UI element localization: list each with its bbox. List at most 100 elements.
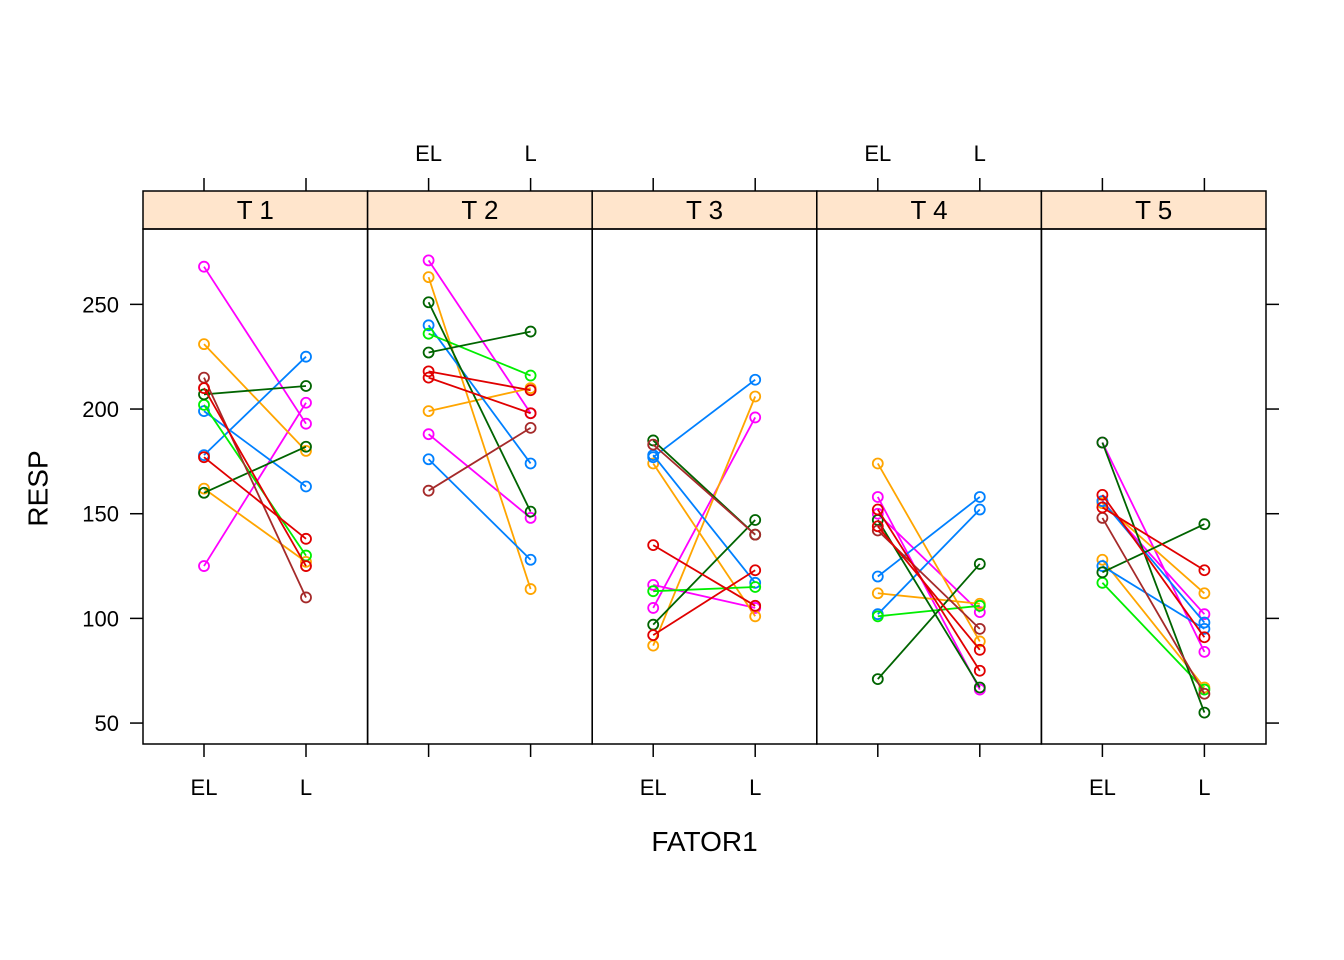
data-point — [1096, 436, 1109, 449]
strip-label-1: T 1 — [237, 195, 274, 225]
data-point — [300, 350, 312, 363]
data-point — [871, 503, 884, 516]
data-point — [300, 440, 312, 453]
data-point — [198, 482, 210, 495]
data-point — [749, 411, 762, 424]
series-line — [877, 509, 981, 672]
data-point — [871, 457, 884, 470]
data-point — [749, 528, 762, 541]
y-tick-label: 250 — [82, 292, 119, 317]
series-line — [428, 433, 532, 519]
series-line — [1101, 500, 1206, 624]
x-tick-label-top: L — [974, 141, 986, 166]
strip-2 — [366, 190, 593, 230]
data-point — [422, 346, 435, 359]
data-point — [749, 373, 762, 386]
series-line — [652, 462, 756, 617]
data-point — [1198, 687, 1211, 700]
y-tick-label: 150 — [82, 502, 119, 527]
x-tick-label-bottom: L — [749, 775, 761, 800]
x-tick-label-bottom: L — [1198, 775, 1210, 800]
series-line — [877, 592, 980, 605]
strip-5 — [1040, 190, 1267, 230]
data-point — [300, 532, 312, 545]
series-line — [652, 519, 756, 626]
data-point — [300, 396, 312, 409]
series-line — [427, 259, 532, 414]
series-line — [203, 266, 307, 425]
y-tick-label: 100 — [82, 606, 119, 631]
series-line — [652, 396, 757, 646]
data-point — [973, 664, 986, 677]
data-point — [973, 503, 986, 516]
data-point — [973, 491, 986, 503]
series-line — [203, 377, 307, 598]
data-point — [647, 602, 660, 614]
strip-1 — [142, 190, 369, 230]
data-point — [1198, 645, 1211, 658]
data-point — [198, 451, 210, 464]
x-tick-label-top: EL — [864, 141, 891, 166]
data-point — [198, 382, 210, 395]
data-point — [1198, 608, 1211, 621]
series-line — [652, 569, 756, 636]
data-point — [749, 564, 762, 577]
data-point — [871, 610, 884, 623]
data-point — [1096, 560, 1109, 572]
y-axis-title: RESP — [22, 450, 53, 526]
strip-label-3: T 3 — [686, 195, 723, 225]
strip-label-4: T 4 — [911, 195, 948, 225]
data-point — [749, 581, 762, 593]
data-point — [1198, 631, 1211, 644]
data-point — [524, 325, 537, 338]
panel-2: T 2 EL L — [366, 141, 593, 757]
series-line — [428, 332, 531, 377]
series-line — [653, 586, 756, 593]
y-tick-label: 50 — [95, 711, 119, 736]
data-point — [1198, 518, 1211, 531]
panel-3: T 3 EL L — [591, 178, 818, 800]
series-line — [653, 584, 756, 609]
data-point — [422, 271, 435, 284]
x-tick-label-bottom: EL — [1089, 775, 1116, 800]
data-point — [1096, 566, 1109, 579]
series-line — [652, 544, 756, 607]
series-line — [877, 563, 981, 680]
series-line — [427, 301, 532, 513]
data-point — [300, 591, 312, 604]
data-point — [1198, 616, 1211, 629]
data-point — [749, 514, 762, 526]
data-point — [871, 507, 884, 520]
data-point — [422, 296, 435, 309]
data-point — [524, 553, 537, 566]
strip-label-2: T 2 — [461, 195, 498, 225]
data-point — [198, 560, 210, 572]
series-line — [428, 376, 531, 415]
data-point — [973, 622, 986, 635]
panel-1: T 1 EL L — [142, 178, 369, 800]
data-point — [647, 438, 660, 451]
x-tick-label-top: L — [524, 141, 536, 166]
series-line — [1101, 582, 1206, 691]
data-point — [973, 643, 986, 656]
data-point — [524, 505, 537, 518]
data-point — [300, 380, 312, 392]
series-line — [652, 416, 756, 609]
data-point — [422, 365, 435, 378]
data-point — [973, 606, 986, 619]
series-line — [1102, 523, 1205, 574]
x-tick-label-top: EL — [415, 141, 442, 166]
data-point — [871, 520, 884, 533]
data-point — [524, 457, 537, 470]
data-point — [871, 673, 884, 686]
series-line — [427, 324, 532, 465]
strip-label-5: T 5 — [1135, 195, 1172, 225]
series-line — [203, 456, 307, 540]
data-point — [647, 629, 660, 642]
data-point — [973, 635, 986, 648]
series-line — [203, 487, 307, 563]
data-point — [749, 599, 762, 612]
data-point — [524, 369, 537, 382]
panel-frame-2 — [366, 228, 593, 745]
data-point — [749, 390, 762, 403]
